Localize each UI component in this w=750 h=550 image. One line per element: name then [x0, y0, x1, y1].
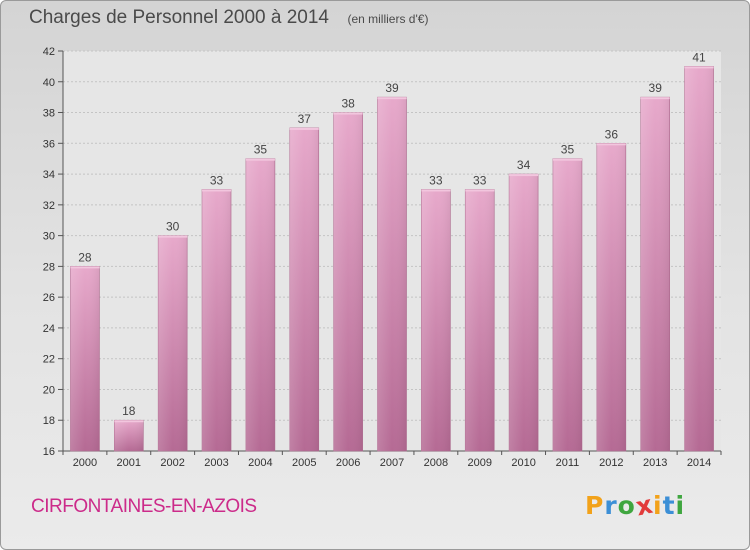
title-row: Charges de Personnel 2000 à 2014 (en mil…	[29, 7, 428, 29]
x-tick-label: 2003	[204, 457, 228, 469]
value-label: 18	[122, 404, 136, 418]
x-tick-label: 2005	[292, 457, 316, 469]
bar-top-highlight	[158, 235, 188, 238]
value-label: 41	[692, 50, 706, 64]
bars	[70, 66, 714, 452]
x-tick-label: 2009	[467, 457, 491, 469]
bar-shade	[377, 97, 407, 452]
y-tick-label: 34	[43, 169, 55, 181]
value-label: 36	[605, 127, 619, 141]
labels: 16 18 20 22 24 26 28 30 32 34 36 38 40 42 28 2000 18 2001…	[43, 46, 712, 469]
bar-top-highlight	[509, 174, 539, 177]
bar-top-highlight	[552, 158, 582, 161]
bar-shade	[552, 158, 582, 451]
bar-top-highlight	[684, 66, 714, 69]
bar-shade	[70, 266, 100, 451]
value-label: 38	[341, 97, 355, 111]
value-label: 30	[166, 220, 180, 234]
y-tick-label: 40	[43, 77, 55, 89]
bar-shade	[158, 235, 188, 451]
bar-shade	[465, 189, 495, 451]
bar-shade	[640, 97, 670, 452]
bar-top-highlight	[465, 189, 495, 192]
x-tick-label: 2007	[380, 457, 404, 469]
bar-top-highlight	[114, 420, 144, 423]
bar-shade	[114, 420, 144, 451]
bar-shade	[596, 143, 626, 452]
x-tick-label: 2012	[599, 457, 623, 469]
bar-shade	[421, 189, 451, 451]
bar-top-highlight	[377, 97, 407, 100]
chart-subtitle: (en milliers d'€)	[347, 12, 429, 26]
x-tick-label: 2011	[556, 457, 580, 469]
bar-top-highlight	[640, 97, 670, 100]
proxiti-logo[interactable]: Proxiti	[585, 490, 686, 522]
value-label: 39	[385, 81, 399, 95]
bar-top-highlight	[289, 127, 319, 130]
bar-shade	[509, 174, 539, 452]
y-tick-label: 16	[43, 446, 55, 458]
x-tick-label: 2002	[160, 457, 184, 469]
y-tick-label: 20	[43, 384, 55, 396]
value-label: 33	[210, 173, 224, 187]
chart-title: Charges de Personnel 2000 à 2014	[29, 7, 330, 28]
x-tick-label: 2013	[643, 457, 667, 469]
y-tick-label: 28	[43, 261, 55, 273]
y-tick-label: 32	[43, 200, 55, 212]
logo-letter: r	[604, 491, 618, 520]
value-label: 33	[473, 173, 487, 187]
logo-letter: i	[675, 491, 686, 520]
bar-top-highlight	[421, 189, 451, 192]
y-tick-label: 36	[43, 138, 55, 150]
x-tick-label: 2014	[687, 457, 711, 469]
value-label: 37	[298, 112, 312, 126]
y-tick-label: 22	[43, 354, 55, 366]
value-label: 35	[561, 143, 575, 157]
bar-top-highlight	[333, 112, 363, 115]
y-tick-label: 18	[43, 415, 55, 427]
bar-shade	[684, 66, 714, 451]
bar-top-highlight	[245, 158, 275, 161]
bar-shade	[245, 158, 275, 451]
bar-shade	[333, 112, 363, 452]
y-tick-label: 38	[43, 108, 55, 120]
logo-letter: P	[585, 491, 605, 520]
logo-letter: t	[662, 491, 676, 520]
bar-top-highlight	[596, 143, 626, 146]
x-tick-label: 2008	[424, 457, 448, 469]
y-tick-label: 24	[43, 323, 55, 335]
bar-top-highlight	[70, 266, 100, 269]
value-label: 34	[517, 158, 531, 172]
commune-name: CIRFONTAINES-EN-AZOIS	[31, 496, 257, 517]
value-label: 28	[78, 250, 92, 264]
y-tick-label: 42	[43, 46, 55, 58]
bar-top-highlight	[202, 189, 232, 192]
x-tick-label: 2000	[73, 457, 97, 469]
x-tick-label: 2006	[336, 457, 360, 469]
value-label: 39	[649, 81, 663, 95]
logo-letter: o	[617, 491, 636, 520]
logo-letter: i	[653, 491, 663, 520]
x-tick-label: 2001	[117, 457, 141, 469]
x-tick-label: 2004	[248, 457, 272, 469]
y-tick-label: 30	[43, 231, 55, 243]
value-label: 33	[429, 173, 443, 187]
bar-shade	[202, 189, 232, 451]
y-tick-label: 26	[43, 292, 55, 304]
value-label: 35	[254, 143, 268, 157]
bar-shade	[289, 127, 319, 451]
x-tick-label: 2010	[511, 457, 535, 469]
